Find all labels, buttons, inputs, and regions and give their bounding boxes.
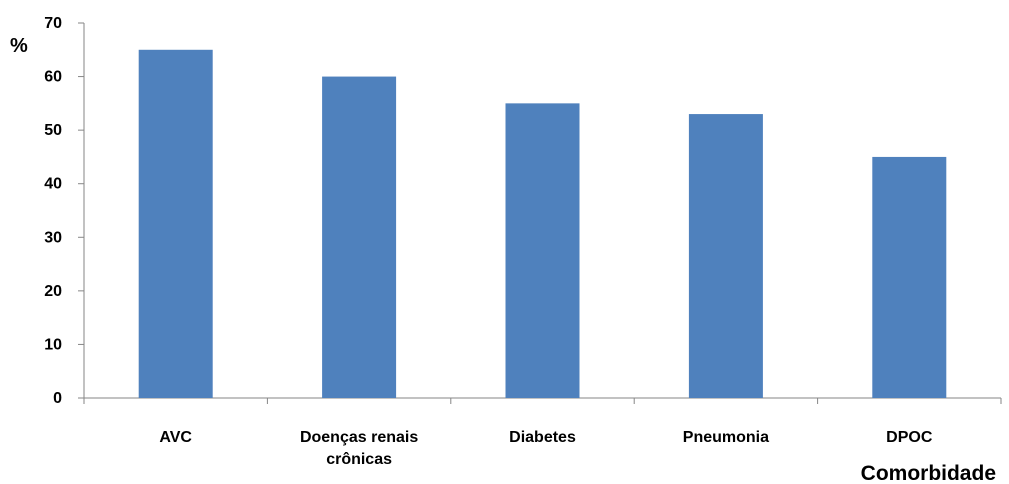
bar bbox=[322, 76, 397, 399]
bar-series bbox=[138, 49, 947, 399]
x-category-label: AVC bbox=[159, 429, 192, 446]
y-tick-label: 50 bbox=[44, 122, 62, 139]
y-tick-label: 20 bbox=[44, 283, 62, 300]
x-axis: AVC Doenças renais crônicas Diabetes Pneumon… bbox=[83, 397, 1002, 468]
y-axis-title: % bbox=[10, 35, 28, 57]
y-tick-label: 30 bbox=[44, 229, 62, 246]
y-axis: 0 10 20 30 40 50 60 70 bbox=[44, 15, 85, 407]
bar bbox=[688, 114, 763, 399]
x-category-label-line: AVC bbox=[159, 429, 192, 446]
y-tick-label: 0 bbox=[53, 390, 62, 407]
x-category-label: Diabetes bbox=[509, 429, 576, 446]
x-category-label-line: Diabetes bbox=[509, 429, 576, 446]
x-category-label-line: crônicas bbox=[326, 451, 392, 468]
bar bbox=[505, 103, 580, 398]
x-category-label: Pneumonia bbox=[683, 429, 769, 446]
y-tick-label: 40 bbox=[44, 176, 62, 193]
x-category-label: Doenças renais crônicas bbox=[300, 429, 418, 468]
bar bbox=[138, 49, 213, 399]
x-category-label-line: Pneumonia bbox=[683, 429, 769, 446]
x-category-label: DPOC bbox=[886, 429, 933, 446]
y-tick-label: 10 bbox=[44, 336, 62, 353]
x-category-label-line: Doenças renais bbox=[300, 429, 418, 446]
x-axis-title: Comorbidade bbox=[861, 462, 996, 484]
x-category-label-line: DPOC bbox=[886, 429, 933, 446]
y-tick-label: 60 bbox=[44, 69, 62, 86]
y-tick-label: 70 bbox=[44, 15, 62, 32]
bar bbox=[872, 156, 947, 398]
